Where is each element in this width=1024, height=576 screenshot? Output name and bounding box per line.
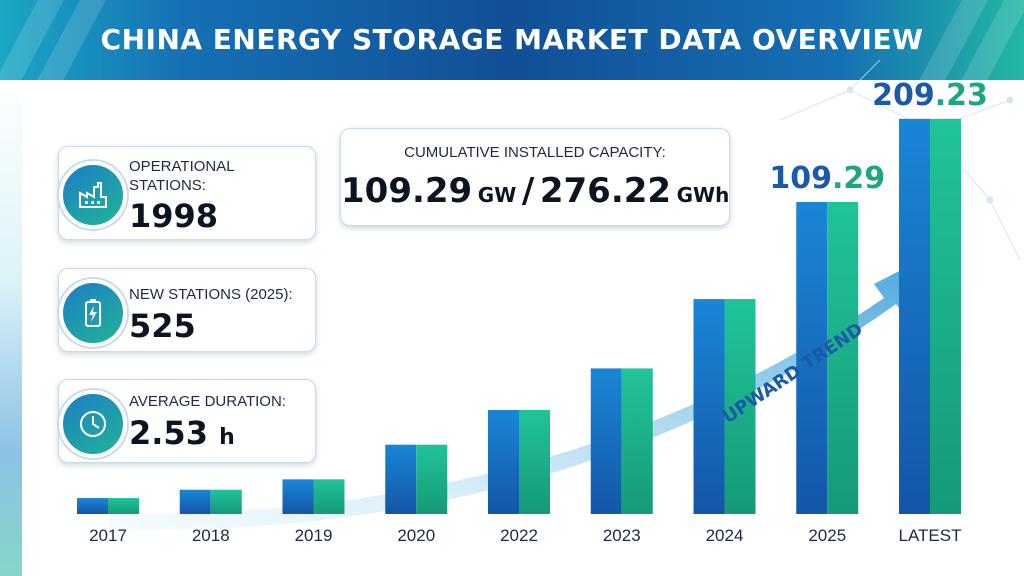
data-label-latest: 209.23 [872, 78, 988, 113]
x-tick-label-2017: 2017 [89, 526, 127, 545]
average-duration-label: AVERAGE DURATION: [129, 393, 286, 410]
operational-stations-value: 1998 [129, 197, 219, 235]
x-tick-label-2018: 2018 [192, 526, 230, 545]
average-duration-unit: h [219, 425, 235, 450]
left-edge-decoration [0, 80, 22, 576]
bar-2018-blue [179, 489, 211, 514]
bar-latest-blue [899, 118, 930, 515]
average-duration-card: AVERAGE DURATION: 2.53 h [58, 379, 316, 463]
page-title: CHINA ENERGY STORAGE MARKET DATA OVERVIE… [100, 23, 924, 56]
new-stations-label: NEW STATIONS (2025): [129, 286, 293, 303]
bar-2017-blue [77, 498, 108, 514]
x-tick-label-2019: 2019 [295, 526, 333, 545]
new-stations-card: NEW STATIONS (2025): 525 [58, 268, 316, 352]
cumulative-gw-unit: GW [477, 183, 517, 207]
x-tick-label-2020: 2020 [397, 526, 435, 545]
battery-icon [59, 279, 127, 347]
bar-2019-blue [282, 479, 314, 514]
operational-stations-label-line2: STATIONS: [129, 177, 206, 194]
factory-icon [59, 161, 127, 229]
average-duration-value: 2.53 [129, 414, 208, 452]
x-tick-label-2022: 2022 [500, 526, 538, 545]
cumulative-gwh-value: 276.22 [539, 171, 672, 211]
bar-2020-green [416, 444, 448, 514]
cumulative-capacity-value: 109.29 GW / 276.22 GWh [341, 171, 729, 211]
x-tick-label-2024: 2024 [706, 526, 744, 545]
bar-2022-green [519, 410, 550, 514]
bar-2020-blue [385, 444, 417, 514]
average-duration-value-row: 2.53 h [129, 414, 235, 452]
cumulative-gwh-unit: GWh [676, 183, 730, 207]
cumulative-capacity-label: CUMULATIVE INSTALLED CAPACITY: [404, 144, 666, 161]
x-tick-label-2025: 2025 [808, 526, 846, 545]
clock-icon [59, 390, 127, 458]
bar-2025-blue [796, 202, 828, 514]
bar-2024-green [724, 299, 756, 514]
bar-2024-blue [693, 299, 725, 514]
bar-2019-green [313, 479, 345, 514]
x-tick-label-latest: LATEST [899, 526, 962, 545]
bar-2023-blue [590, 368, 622, 514]
x-tick-label-2023: 2023 [603, 526, 641, 545]
bar-2018-green [210, 489, 242, 514]
new-stations-value: 525 [129, 307, 196, 345]
bar-2017-green [108, 498, 139, 514]
operational-stations-card: OPERATIONAL STATIONS: 1998 [58, 146, 316, 240]
bar-2023-green [621, 368, 653, 514]
cumulative-separator: / [521, 171, 535, 211]
bar-2022-blue [488, 410, 519, 514]
cumulative-capacity-card: CUMULATIVE INSTALLED CAPACITY: 109.29 GW… [340, 128, 730, 226]
operational-stations-label-line1: OPERATIONAL [129, 158, 235, 175]
cumulative-gw-value: 109.29 [341, 171, 473, 211]
header-banner: CHINA ENERGY STORAGE MARKET DATA OVERVIE… [0, 0, 1024, 80]
data-label-2025: 109.29 [769, 161, 885, 196]
bar-2025-green [827, 202, 859, 514]
bar-latest-green [930, 118, 961, 515]
